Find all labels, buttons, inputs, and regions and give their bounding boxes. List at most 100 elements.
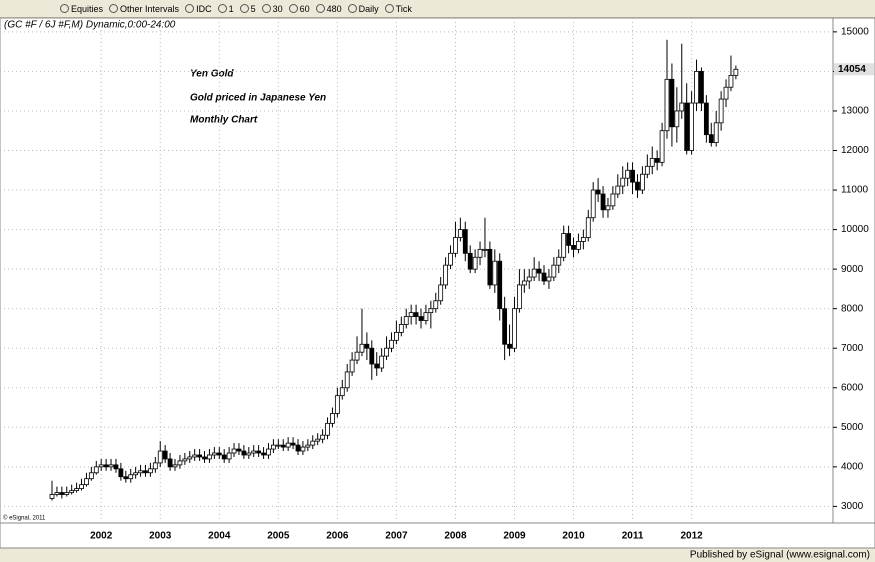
icon [384, 4, 394, 13]
candle-body [359, 343, 365, 353]
x-tick-label: 2003 [149, 531, 172, 542]
toolbar-button[interactable]: IDC [185, 4, 212, 14]
icon [239, 4, 249, 13]
candle-body [448, 252, 453, 266]
candle-body [393, 331, 399, 341]
candle-body [556, 256, 562, 266]
x-tick-label: 2012 [680, 531, 703, 542]
candle-body [344, 371, 350, 389]
annotation: Gold priced in Japanese Yen [190, 93, 326, 104]
candle-body [211, 452, 217, 456]
toolbar-label: 5 [250, 3, 256, 14]
candle-body [580, 237, 586, 242]
candle-body [226, 452, 232, 460]
candle-body [605, 205, 611, 211]
toolbar-button[interactable]: Tick [384, 4, 412, 14]
candle-body [59, 492, 65, 495]
candle-body [699, 71, 704, 104]
candle-body [531, 268, 537, 278]
candle-body [536, 268, 542, 274]
candle-body [49, 494, 55, 499]
x-tick-label: 2004 [208, 531, 231, 542]
x-tick-label: 2005 [267, 531, 290, 542]
candle-body [600, 193, 606, 211]
y-tick-label: 13000 [841, 106, 869, 117]
candle-body [98, 464, 104, 468]
toolbar-label: Equities [71, 3, 104, 14]
last-price-box [834, 63, 874, 76]
toolbar-button[interactable]: 30 [261, 4, 283, 14]
candle-body [664, 78, 670, 132]
toolbar-button[interactable]: Daily [347, 4, 379, 14]
candle-body [270, 444, 276, 450]
candle-body [718, 98, 724, 124]
toolbar-button[interactable]: 5 [239, 3, 256, 14]
candle-body [103, 464, 109, 468]
candle-body [492, 260, 498, 286]
x-tick-label: 2006 [326, 531, 349, 542]
icon [185, 4, 195, 13]
candle-body [202, 456, 207, 460]
candle-body [635, 181, 640, 191]
candle-body [339, 387, 345, 397]
candle-body [723, 86, 729, 100]
toolbar-label: 480 [326, 3, 342, 14]
last-price-label: 14054 [838, 64, 866, 75]
y-tick-label: 12000 [841, 145, 869, 156]
candle-body [630, 169, 635, 183]
candle-body [236, 448, 242, 452]
candle-body [330, 413, 335, 424]
toolbar-label: Other Intervals [120, 3, 180, 14]
candle-body [143, 470, 148, 474]
toolbar-label: 1 [228, 3, 234, 14]
candle-body [546, 276, 552, 282]
x-tick-label: 2011 [622, 531, 644, 542]
y-tick-label: 6000 [841, 382, 864, 393]
y-tick-label: 3000 [841, 501, 864, 512]
toolbar-button[interactable]: 60 [288, 4, 310, 14]
candle-body [659, 130, 665, 163]
plot-area [0, 18, 834, 524]
footer: Published by eSignal (www.esignal.com) [690, 550, 870, 561]
candle-body [241, 450, 247, 456]
candle-body [162, 450, 168, 460]
y-tick-label: 5000 [841, 422, 864, 433]
candle-body [408, 312, 414, 317]
candle-body [118, 468, 124, 478]
candle-body [590, 189, 596, 219]
toolbar-button[interactable]: 480 [315, 3, 342, 14]
candle-body [433, 300, 439, 310]
candle-body [526, 276, 532, 282]
candle-body [467, 252, 473, 270]
icon [60, 4, 69, 13]
toolbar-button[interactable]: 1 [217, 3, 234, 14]
candle-body [349, 359, 355, 373]
candle-body [472, 256, 478, 270]
candle-body [69, 490, 75, 493]
candle-body [689, 102, 694, 151]
candle-body [517, 284, 522, 310]
candle-body [497, 260, 503, 310]
toolbar-button[interactable]: Equities [60, 4, 103, 14]
candle-body [167, 458, 173, 468]
candle-body [64, 492, 70, 495]
candle-body [674, 110, 680, 128]
candle-body [679, 102, 685, 112]
candle-body [177, 460, 183, 466]
x-tick-label: 2008 [444, 531, 467, 542]
candle-body [571, 245, 576, 250]
candle-body [138, 470, 143, 474]
candle-body [457, 229, 463, 238]
candle-body [728, 74, 734, 88]
candle-body [172, 464, 178, 468]
candle-body [285, 442, 291, 448]
candle-body [502, 308, 508, 345]
candle-body [703, 102, 709, 136]
candle-body [113, 464, 119, 470]
toolbar-button[interactable]: Other Intervals [109, 4, 179, 14]
candle-body [182, 458, 188, 462]
copyright: © eSignal, 2011 [3, 515, 46, 522]
candle-body [261, 452, 266, 456]
candle-body [413, 312, 419, 317]
